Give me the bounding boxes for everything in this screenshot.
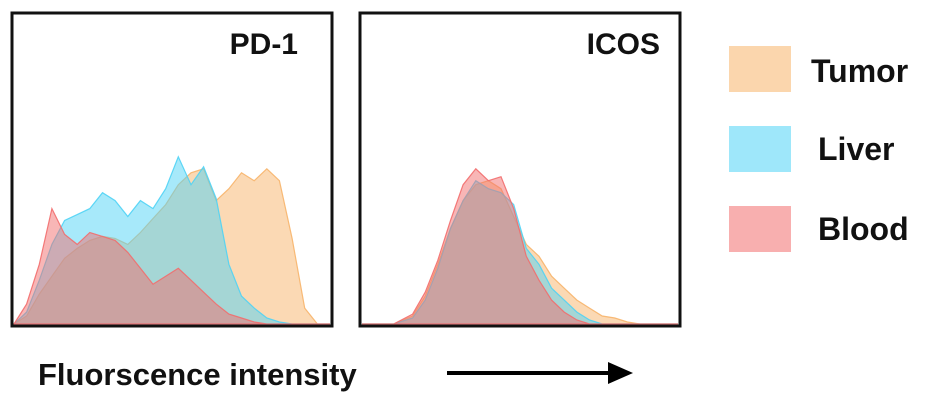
pd1-series-layer (11, 155, 330, 325)
pd1-panel-frame (10, 11, 334, 328)
legend-label-blood: Blood (818, 211, 909, 247)
icos-panel-title: ICOS (587, 28, 660, 61)
icos-series-layer (362, 167, 678, 325)
legend-swatch-tumor (729, 46, 791, 92)
legend-label-liver: Liver (818, 131, 894, 167)
icos-panel-frame (358, 11, 682, 328)
pd1-histogram-panel: PD-1 (10, 11, 334, 328)
legend: Tumor Liver Blood (729, 46, 909, 252)
legend-swatch-liver (729, 126, 791, 172)
pd1-series-blood (12, 206, 330, 325)
icos-series-blood (362, 167, 678, 325)
x-axis-arrow-icon (447, 362, 633, 384)
x-axis-label: Fluorscence intensity (38, 357, 357, 392)
legend-label-tumor: Tumor (811, 53, 908, 89)
pd1-panel-title: PD-1 (230, 28, 298, 61)
legend-swatch-blood (729, 206, 791, 252)
icos-histogram-panel: ICOS (358, 11, 682, 328)
